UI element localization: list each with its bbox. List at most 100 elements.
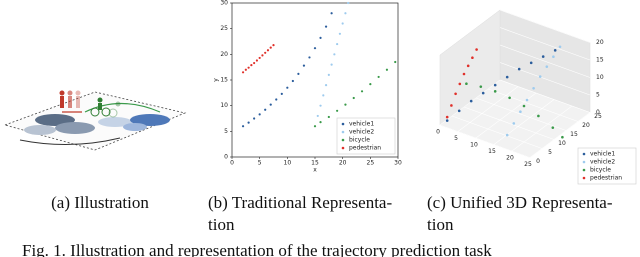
- legend-label: vehicle2: [349, 129, 374, 136]
- point: [505, 75, 509, 79]
- y-tick-label: 0: [536, 158, 540, 165]
- point: [280, 92, 283, 95]
- point: [551, 126, 555, 129]
- point: [558, 45, 562, 49]
- point: [255, 59, 258, 62]
- point: [457, 109, 461, 113]
- point: [261, 54, 264, 57]
- x-grid-line: [511, 105, 573, 152]
- point: [360, 90, 364, 93]
- point: [471, 56, 474, 59]
- x-tick-label: 10: [284, 160, 292, 167]
- y-tick-label: 5: [224, 128, 228, 135]
- point: [529, 61, 533, 65]
- point: [302, 64, 306, 67]
- point: [264, 108, 267, 111]
- point: [493, 90, 497, 93]
- x-tick-label: 30: [394, 160, 402, 167]
- legend-marker: [582, 176, 586, 180]
- y-tick-label: 25: [594, 113, 602, 120]
- legend-label: bicycle: [349, 137, 370, 144]
- point: [519, 110, 522, 113]
- point: [469, 99, 473, 103]
- point: [313, 47, 317, 50]
- legend-label: pedestrian: [590, 175, 622, 182]
- legend-marker: [582, 152, 586, 156]
- x-tick-label: 20: [506, 155, 514, 162]
- x-axis-label: x: [313, 167, 317, 174]
- legend-marker: [341, 146, 345, 150]
- y-tick-label: 5: [548, 149, 552, 156]
- point: [327, 115, 330, 119]
- point: [316, 114, 319, 118]
- point: [552, 55, 555, 58]
- point: [336, 42, 339, 46]
- y-grid-line: [439, 124, 531, 158]
- x-tick-label: 25: [524, 161, 532, 168]
- point: [244, 68, 247, 71]
- y-tick-label: 0: [224, 154, 228, 161]
- point: [537, 114, 540, 118]
- legend-marker: [582, 160, 586, 164]
- point: [319, 104, 322, 107]
- y-tick-label: 20: [220, 51, 228, 58]
- point: [394, 60, 397, 64]
- y-tick-label: 15: [220, 77, 228, 84]
- point: [538, 75, 542, 78]
- point: [458, 82, 462, 86]
- point: [475, 48, 478, 51]
- point: [313, 125, 317, 128]
- subfigure-caption: (c) Unified 3D Representa-: [427, 193, 613, 212]
- point: [385, 68, 389, 71]
- illustration: [3, 90, 187, 151]
- point: [322, 94, 325, 97]
- point: [264, 51, 267, 54]
- x-grid-line: [493, 99, 555, 145]
- z-grid-line: [499, 62, 591, 96]
- point: [327, 73, 330, 76]
- point: [541, 55, 545, 58]
- y-grid-line: [487, 88, 579, 122]
- legend-marker: [341, 138, 345, 142]
- point: [297, 72, 300, 75]
- x-tick-label: 5: [258, 160, 262, 167]
- figure-caption: Fig. 1. Illustration and representation …: [22, 241, 492, 257]
- point: [347, 1, 350, 5]
- y-tick-label: 30: [220, 0, 228, 7]
- legend-marker: [341, 122, 345, 126]
- point: [344, 103, 347, 106]
- point: [275, 98, 278, 101]
- legend-marker: [341, 130, 345, 134]
- legend-box: [336, 117, 396, 155]
- point: [336, 109, 339, 112]
- x-grid-line: [529, 112, 591, 158]
- y-grid-line: [463, 106, 555, 140]
- y-tick-label: 20: [582, 122, 590, 129]
- x-tick-label: 5: [454, 135, 458, 142]
- legend-box: [577, 147, 637, 185]
- point: [253, 61, 256, 65]
- legend-label: vehicle1: [349, 121, 374, 128]
- legend-marker: [582, 168, 586, 172]
- x-tick-label: 15: [311, 160, 319, 167]
- point: [445, 115, 449, 119]
- z-tick-label: 20: [596, 39, 604, 46]
- legend-label: bicycle: [590, 167, 611, 174]
- x-tick-label: 0: [436, 129, 440, 136]
- y-tick-label: 25: [220, 25, 228, 32]
- z-tick-label: 0: [596, 109, 600, 116]
- legend-label: vehicle1: [590, 151, 615, 158]
- x-tick-label: 10: [470, 142, 478, 149]
- point: [512, 122, 516, 125]
- point: [465, 82, 468, 85]
- z-tick-label: 5: [596, 92, 600, 99]
- subfigure-caption: (b) Traditional Representa-: [208, 193, 392, 212]
- point: [445, 119, 449, 122]
- point: [369, 83, 372, 86]
- x-tick-label: 15: [488, 148, 496, 155]
- point: [308, 56, 311, 59]
- point: [324, 84, 328, 87]
- point: [247, 121, 250, 124]
- point: [450, 104, 453, 107]
